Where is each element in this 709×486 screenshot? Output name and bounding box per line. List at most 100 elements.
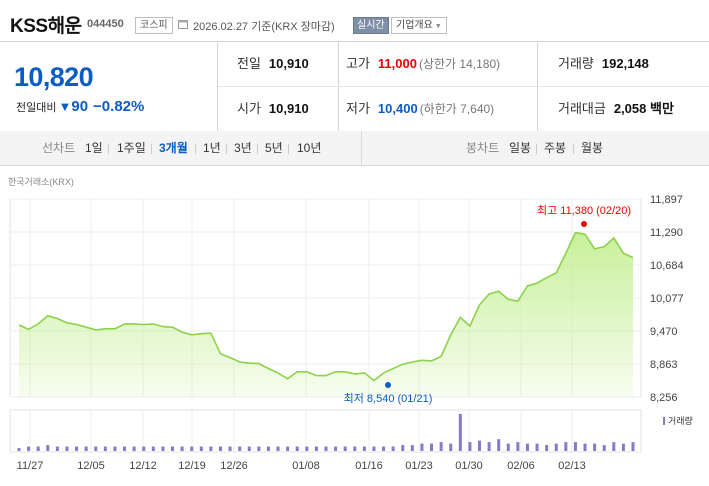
- change-value: 90: [71, 98, 89, 115]
- tab-monthly[interactable]: 월봉: [581, 141, 604, 155]
- stat-volume: 거래량 192,148: [558, 42, 649, 86]
- x-tick-label: 12/12: [129, 460, 157, 472]
- volume-bar: [612, 442, 616, 451]
- volume-bar: [593, 443, 597, 451]
- stat-value: 10,400: [377, 101, 418, 116]
- volume-bar: [171, 446, 174, 451]
- volume-bar: [439, 442, 443, 451]
- volume-bar: [401, 445, 405, 451]
- divider: [108, 144, 109, 154]
- y-tick-label: 9,470: [650, 326, 678, 338]
- stock-header: KSS해운 044450 코스피 2026.02.27 기준(KRX 장마감) …: [0, 0, 709, 40]
- x-tick-label: 01/16: [355, 460, 383, 472]
- volume-bar: [209, 446, 213, 451]
- current-price: 10,820: [14, 62, 94, 92]
- down-triangle-icon: ▼: [58, 99, 72, 114]
- volume-bar: [257, 446, 261, 451]
- volume-bar: [132, 446, 136, 451]
- volume-bar: [573, 442, 577, 451]
- company-info-button[interactable]: 기업개요 ▼: [391, 17, 447, 34]
- volume-bar: [430, 443, 434, 451]
- divider: [361, 131, 362, 165]
- tab-3y[interactable]: 3년: [234, 141, 252, 155]
- volume-bar: [199, 446, 203, 451]
- tab-5y[interactable]: 5년: [265, 141, 283, 155]
- tab-3m[interactable]: 3개월: [159, 141, 188, 155]
- y-tick-label: 11,897: [650, 194, 683, 206]
- volume-bar: [516, 442, 520, 451]
- divider: [536, 144, 537, 154]
- volume-bar: [17, 448, 21, 451]
- change-percent: −0.82%: [93, 98, 145, 115]
- volume-bar: [468, 442, 472, 451]
- high-label: 최고 11,380 (02/20): [537, 204, 631, 217]
- volume-bar: [190, 446, 194, 451]
- x-tick-label: 01/08: [292, 460, 320, 472]
- volume-bar: [142, 446, 146, 451]
- volume-bar: [247, 446, 251, 451]
- price-line: [18, 231, 634, 382]
- price-area: [19, 232, 633, 397]
- volume-bar: [55, 446, 59, 451]
- tab-1d[interactable]: 1일: [85, 141, 103, 155]
- candle-chart-label: 봉차트: [466, 141, 500, 155]
- volume-bar: [305, 446, 309, 451]
- tab-1w[interactable]: 1주일: [117, 141, 146, 155]
- volume-bar: [525, 443, 529, 451]
- divider: [218, 86, 709, 87]
- volume-bar: [218, 446, 222, 451]
- volume-bar: [545, 445, 549, 451]
- tab-10y[interactable]: 10년: [297, 141, 322, 155]
- volume-bar: [36, 446, 40, 451]
- volume-bar: [353, 446, 357, 451]
- divider: [257, 144, 258, 154]
- stat-label: 전일: [237, 56, 261, 71]
- stat-value: 2,058 백만: [613, 101, 674, 116]
- x-tick-label: 01/23: [405, 460, 433, 472]
- x-tick-label: 12/05: [77, 460, 105, 472]
- x-tick-label: 01/30: [455, 460, 483, 472]
- volume-bar: [286, 446, 290, 451]
- volume-bar: [84, 446, 88, 451]
- volume-bar: [487, 442, 491, 451]
- volume-bar: [497, 439, 501, 451]
- divider: [573, 144, 574, 154]
- chart-source: 한국거래소(KRX): [8, 177, 74, 187]
- lower-limit: (하한가 7,640): [419, 102, 495, 116]
- volume-bar: [65, 446, 69, 451]
- volume-legend-label: 거래량: [668, 416, 693, 426]
- volume-bar: [161, 446, 165, 451]
- stat-label: 저가: [346, 101, 370, 116]
- upper-limit: (상한가 14,180): [418, 57, 501, 71]
- volume-bar: [631, 442, 635, 451]
- volume-bar: [314, 446, 318, 451]
- volume-bar: [391, 446, 395, 451]
- volume-bar: [295, 446, 299, 451]
- company-info-label: 기업개요: [396, 20, 433, 31]
- chevron-down-icon: ▼: [434, 23, 442, 30]
- stat-high: 고가 11,000 (상한가 14,180): [346, 42, 500, 86]
- high-marker: [581, 221, 587, 227]
- low-marker: [385, 382, 391, 388]
- price-summary: 10,820 전일대비 ▼90 −0.82% 전일 10,910 시가 10,910 고…: [0, 41, 709, 132]
- stat-open: 시가 10,910: [237, 87, 309, 131]
- current-price-panel: 10,820 전일대비 ▼90 −0.82%: [0, 42, 218, 131]
- volume-bar: [583, 443, 587, 451]
- volume-bar: [343, 446, 347, 451]
- base-date: 2026.02.27 기준(KRX 장마감): [193, 21, 335, 33]
- volume-bar: [94, 446, 98, 451]
- stat-value: 10,910: [268, 101, 309, 116]
- volume-bar: [564, 442, 568, 451]
- stat-label: 시가: [237, 101, 261, 116]
- stat-value: 192,148: [601, 56, 649, 71]
- tab-weekly[interactable]: 주봉: [544, 141, 567, 155]
- tab-1y[interactable]: 1년: [203, 141, 221, 155]
- volume-bar: [228, 446, 232, 451]
- y-tick-label: 8,256: [650, 392, 678, 404]
- volume-bar: [324, 446, 328, 451]
- tab-daily[interactable]: 일봉: [509, 141, 532, 155]
- volume-bar: [420, 443, 424, 451]
- stat-prev-close: 전일 10,910: [237, 42, 309, 86]
- realtime-button[interactable]: 실시간: [353, 17, 389, 34]
